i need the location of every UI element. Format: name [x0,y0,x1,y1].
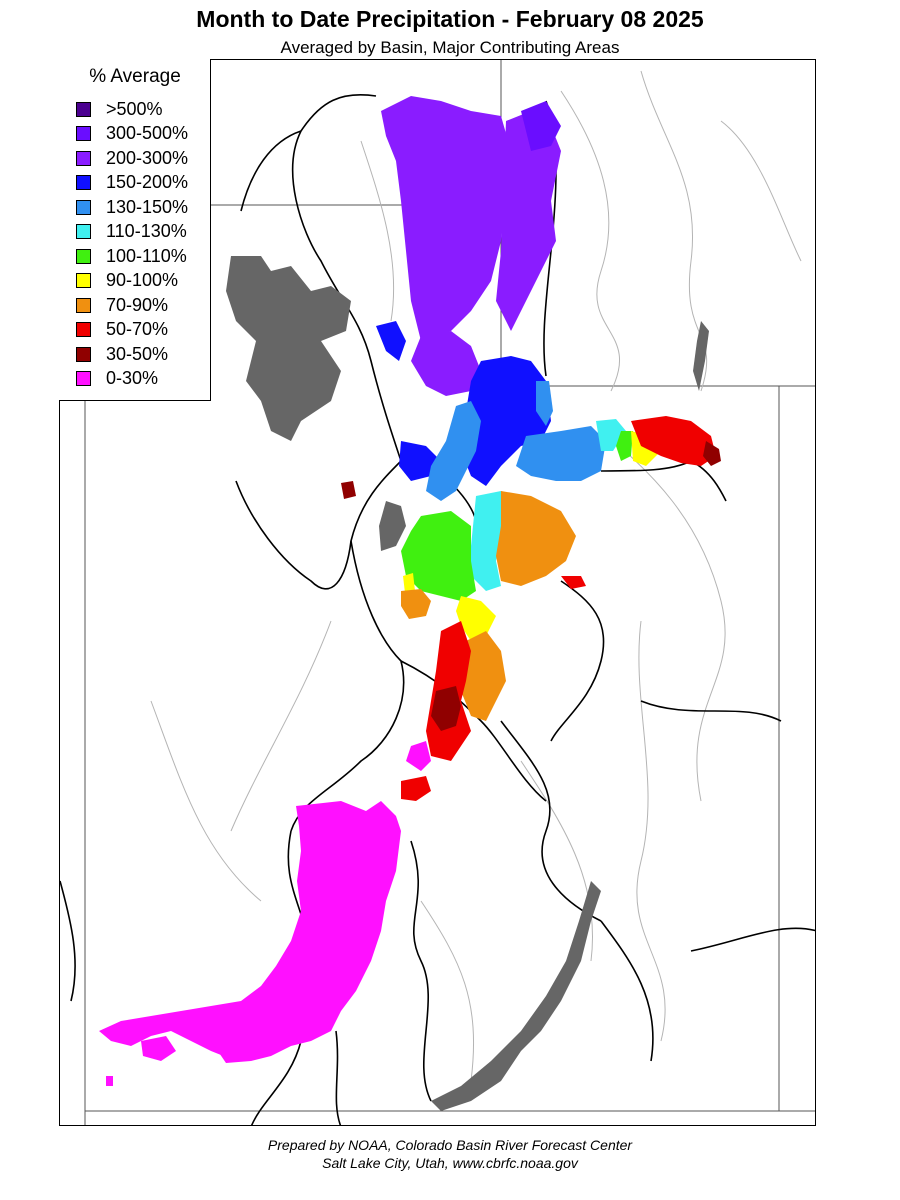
legend-item: >500% [76,97,163,121]
legend-item: 100-110% [76,244,187,268]
legend-item: 50-70% [76,318,168,342]
legend-label: 50-70% [106,319,169,339]
precip-0-30 [99,741,431,1086]
precip-30-50 [341,441,721,731]
legend-swatch [76,346,91,362]
legend-title: % Average [89,66,181,87]
legend-label: >500% [106,98,163,119]
legend-swatch [76,126,91,141]
rivers [150,70,802,1082]
legend-item: 110-130% [76,220,187,244]
legend-item: 130-150% [76,195,188,219]
precip-100-110 [401,431,633,601]
legend-label: 300-500% [106,123,189,143]
precip-300-500 [521,101,561,151]
legend-swatch [76,371,91,386]
legend: % Average >500% 300-500% 200-300% 150-200% 1… [59,59,211,401]
legend-swatch [76,101,91,117]
legend-swatch [76,322,91,337]
legend-item: 150-200% [76,171,188,195]
legend-label: 90-100% [106,270,179,290]
map-subtitle: Averaged by Basin, Major Contributing Ar… [280,38,620,57]
legend-swatch [76,297,91,313]
legend-label: 70-90% [106,294,169,315]
legend-item: 200-300% [76,146,188,170]
footer-credit: Prepared by NOAA, Colorado Basin River F… [267,1137,633,1153]
legend-item: 90-100% [76,269,178,293]
map-frame [59,59,816,1126]
legend-swatch [76,199,91,215]
legend-item: 30-50% [76,342,168,366]
legend-label: 110-130% [106,221,187,241]
legend-item: 0-30% [76,367,158,391]
flaming-gorge [693,321,709,391]
utah-lake [379,501,406,551]
legend-swatch [76,150,91,166]
footer-address: Salt Lake City, Utah, www.cbrfc.noaa.gov [322,1155,578,1171]
precip-200-300 [381,96,561,396]
legend-label: 30-50% [106,343,169,364]
great-salt-lake [226,256,351,441]
legend-label: 200-300% [106,147,189,168]
legend-label: 100-110% [106,245,187,266]
legend-item: 300-500% [76,122,188,146]
legend-label: 130-150% [106,196,189,217]
lake-powell [431,881,601,1111]
legend-swatch [76,273,91,288]
legend-label: 150-200% [106,172,189,192]
precipitation-map [60,60,815,1125]
legend-item: 70-90% [76,293,168,317]
legend-swatch [76,248,91,264]
precip-130-150 [426,381,606,501]
legend-label: 0-30% [106,368,159,388]
legend-swatch [76,224,91,239]
map-title: Month to Date Precipitation - February 0… [196,6,704,32]
legend-swatch [76,175,91,190]
